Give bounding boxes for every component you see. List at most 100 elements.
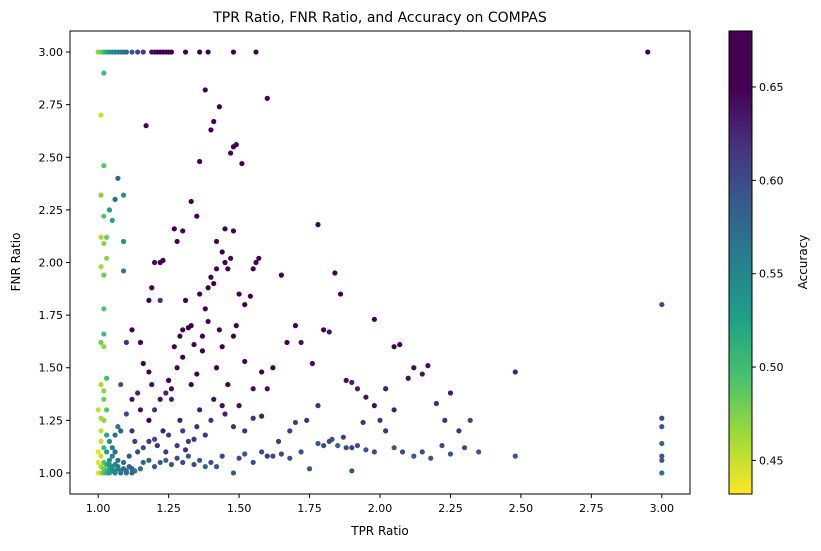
data-point (157, 459, 163, 466)
data-point (315, 440, 321, 447)
data-point (101, 240, 107, 247)
data-point (143, 123, 149, 129)
data-point (461, 445, 468, 451)
data-point (213, 238, 220, 245)
colorbar: 0.45 0.50 0.55 0.60 0.65 Accuracy (728, 30, 810, 495)
data-point (95, 459, 101, 466)
data-point (298, 449, 304, 455)
data-point (371, 403, 377, 409)
data-point (95, 407, 101, 413)
data-point (171, 344, 177, 350)
data-point (326, 438, 332, 444)
y-tick-label: 2.75 (39, 99, 64, 112)
data-point (411, 453, 417, 459)
x-tick-label: 3.00 (650, 502, 675, 515)
x-tick-label: 1.25 (156, 502, 181, 515)
data-point (101, 388, 107, 394)
data-point (659, 453, 665, 459)
data-point (447, 390, 454, 396)
data-point (98, 339, 104, 346)
data-point (205, 49, 211, 55)
data-point (304, 417, 310, 423)
y-tick-label: 1.50 (39, 362, 64, 375)
data-point (512, 453, 518, 459)
y-tick-label: 2.50 (39, 151, 64, 164)
data-point (343, 377, 349, 383)
data-point (104, 407, 110, 413)
data-point (239, 160, 245, 167)
data-point (442, 417, 448, 423)
data-point (315, 222, 321, 228)
data-point (278, 272, 284, 278)
data-point (137, 407, 144, 413)
data-point (222, 259, 228, 266)
data-point (208, 417, 214, 423)
data-point (467, 417, 473, 423)
data-point (182, 447, 189, 453)
data-point (168, 396, 175, 402)
data-point (222, 226, 228, 232)
x-tick-label: 2.50 (509, 502, 534, 515)
data-point (180, 459, 186, 466)
data-point (349, 379, 355, 386)
data-point (219, 344, 225, 350)
data-point (211, 396, 217, 402)
data-point (202, 306, 208, 312)
data-point (109, 453, 115, 459)
data-point (391, 407, 397, 413)
data-point (98, 428, 104, 434)
data-point (298, 339, 304, 346)
data-point (264, 453, 270, 459)
data-point (120, 466, 127, 472)
data-point (216, 104, 222, 110)
data-point (180, 228, 186, 234)
data-point (174, 365, 180, 371)
data-point (645, 49, 651, 55)
data-point (140, 445, 146, 451)
data-point (98, 415, 104, 421)
data-point (135, 390, 141, 396)
data-point (349, 468, 355, 474)
colorbar-tick-label: 0.45 (759, 454, 784, 467)
data-point (140, 459, 146, 466)
y-tick-label: 1.00 (39, 467, 64, 480)
data-point (151, 407, 158, 413)
data-point (174, 455, 180, 461)
data-point (197, 457, 203, 463)
data-point (106, 470, 113, 476)
data-point (135, 49, 141, 55)
data-point (433, 400, 439, 407)
data-point (205, 285, 211, 291)
data-point (340, 434, 346, 440)
data-point (197, 291, 203, 297)
data-point (321, 442, 327, 449)
data-point (250, 415, 256, 421)
data-point (321, 327, 327, 333)
data-point (168, 49, 175, 55)
data-point (98, 234, 104, 240)
data-point (98, 192, 104, 198)
data-point (98, 264, 104, 270)
data-point (163, 449, 169, 455)
data-point (208, 459, 214, 466)
data-point (230, 424, 237, 430)
y-tick-label: 1.25 (39, 414, 64, 427)
data-point (185, 453, 191, 459)
data-point (104, 255, 110, 261)
data-point (160, 257, 166, 263)
data-point (104, 432, 110, 438)
data-point (659, 415, 665, 421)
data-point (292, 419, 299, 426)
data-point (112, 196, 118, 202)
data-point (391, 445, 397, 451)
data-point (109, 217, 115, 224)
data-point (188, 323, 194, 329)
data-point (115, 424, 121, 430)
data-point (95, 449, 101, 455)
data-point (456, 428, 462, 434)
data-point (208, 274, 214, 280)
data-point (211, 280, 217, 287)
data-point (106, 457, 113, 463)
colorbar-gradient (728, 30, 753, 495)
data-point (228, 150, 234, 156)
